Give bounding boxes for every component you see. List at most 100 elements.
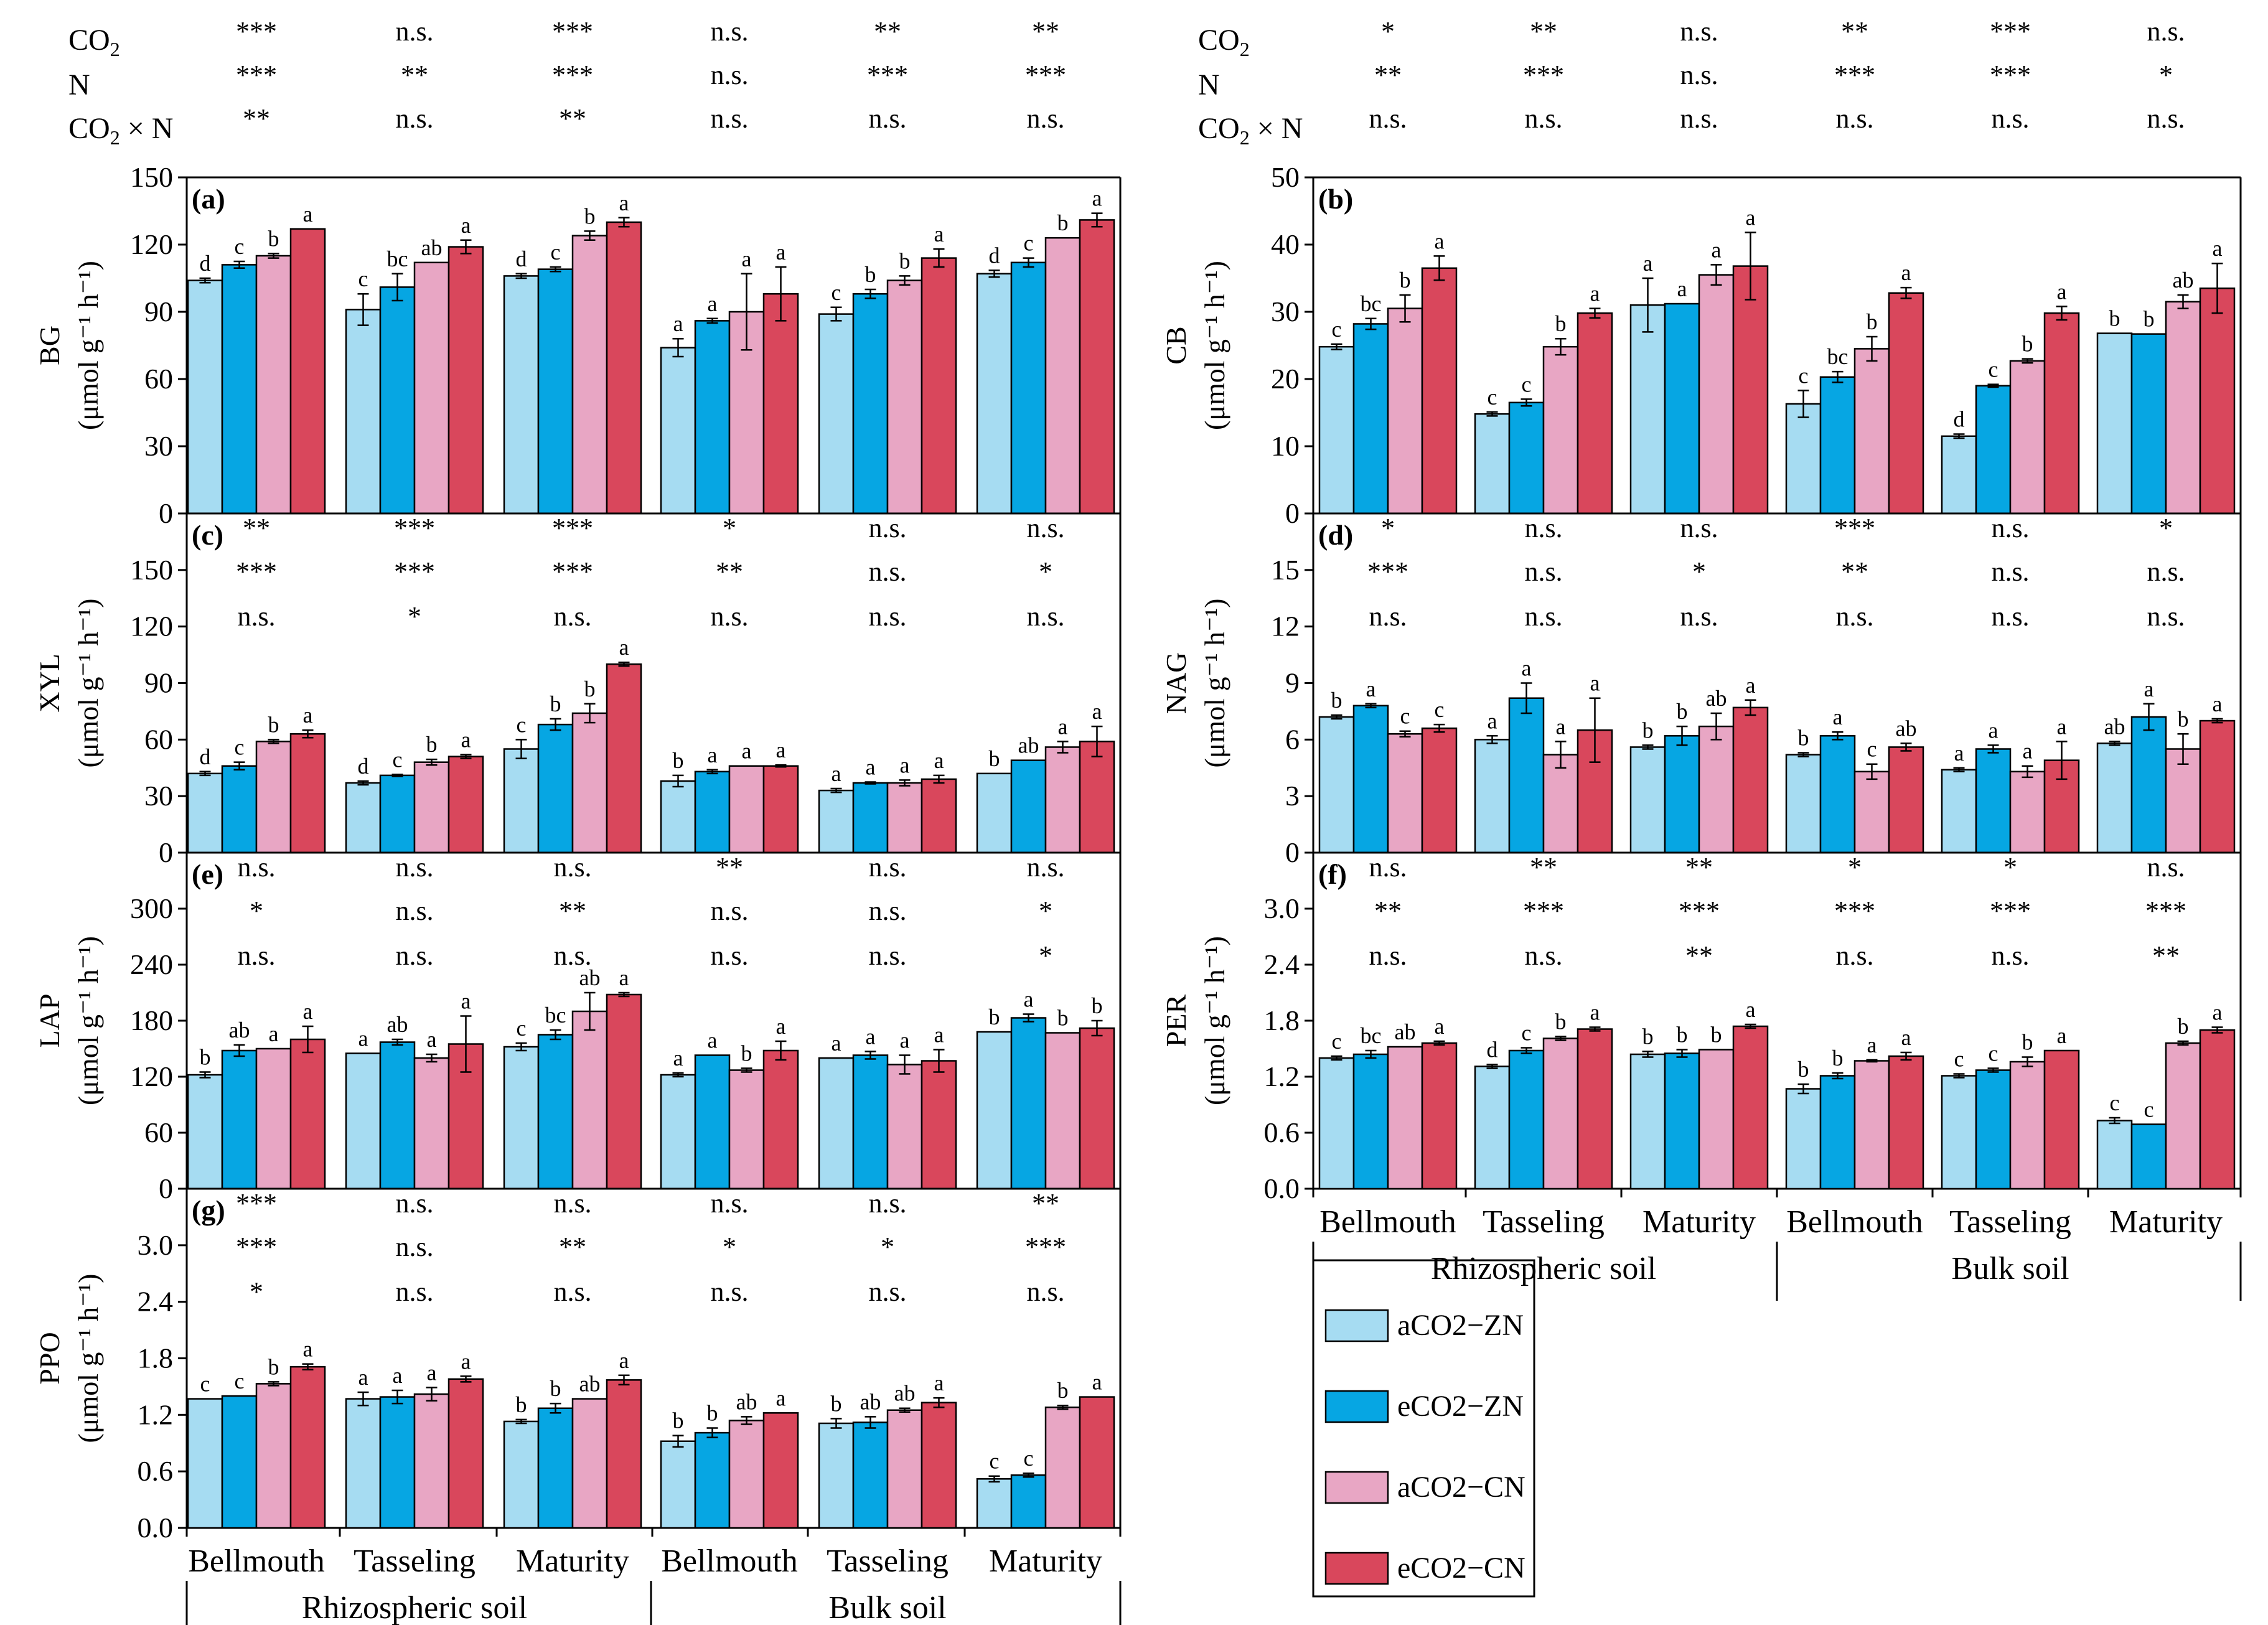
legend: aCO2−ZN eCO2−ZN aCO2−CN eCO2−CN — [1312, 1259, 1535, 1598]
bar-d-3-2 — [1732, 706, 1769, 854]
bar-b-0-1 — [1474, 413, 1511, 515]
bar-a-0-4 — [818, 313, 855, 515]
letter-b-1-1: c — [1522, 372, 1532, 396]
bar-f-2-3 — [1853, 1060, 1890, 1190]
bar-g-0-0 — [187, 1398, 223, 1529]
letter-c-3-4: a — [934, 748, 944, 773]
header-sig-right-0-5: n.s. — [2147, 16, 2185, 47]
letter-d-0-3: b — [1798, 726, 1809, 751]
bar-f-2-4 — [2009, 1061, 2046, 1190]
bar-c-0-5 — [976, 772, 1013, 854]
header-label-n-right: N — [1198, 68, 1220, 101]
sig-e-0-1: n.s. — [395, 852, 433, 883]
letter-b-2-4: b — [2022, 332, 2033, 357]
bar-b-1-1 — [1508, 401, 1545, 515]
bar-e-0-3 — [660, 1074, 696, 1190]
bar-a-1-2 — [537, 268, 574, 515]
header-sig-left-1-2: *** — [552, 60, 593, 90]
panel-g-yunit: (μmol g⁻¹ h⁻¹) — [72, 1273, 104, 1443]
panel-b-ytick-label: 10 — [1271, 430, 1300, 462]
letter-g-3-1: a — [461, 1349, 471, 1374]
panel-g-ytick-label: 1.8 — [138, 1342, 174, 1374]
letter-e-0-2: c — [517, 1016, 527, 1041]
panel-b-label: (b) — [1318, 183, 1353, 215]
bar-e-2-1 — [413, 1057, 450, 1190]
letter-f-1-0: bc — [1361, 1023, 1382, 1048]
letter-c-1-1: c — [393, 747, 403, 772]
panel-c-ytick-label: 30 — [144, 780, 173, 812]
xcat-right-1: Tasseling — [1483, 1204, 1605, 1240]
letter-b-0-5: b — [2109, 306, 2120, 331]
bar-c-1-5 — [1010, 759, 1047, 854]
letter-d-3-2: a — [1746, 673, 1756, 698]
panel-c-ytick-label: 60 — [144, 723, 173, 755]
header-sig-left-0-2: *** — [552, 16, 593, 47]
bar-c-2-0 — [255, 741, 292, 854]
bar-d-3-3 — [1888, 746, 1924, 854]
letter-d-1-3: a — [1833, 705, 1843, 729]
bar-b-2-4 — [2009, 360, 2046, 515]
letter-d-0-0: b — [1331, 688, 1343, 713]
header-label-co2-right: CO2 — [1198, 24, 1250, 60]
letter-a-1-2: c — [551, 240, 561, 265]
letter-g-1-3: b — [707, 1401, 718, 1426]
sig-c-2-3: n.s. — [710, 601, 748, 632]
sig-d-0-5: * — [2159, 513, 2173, 543]
bar-e-2-4 — [886, 1064, 923, 1190]
panel-d-ylabel: NAG — [1160, 652, 1192, 714]
sig-c-1-5: * — [1039, 556, 1052, 587]
panel-f-ytick-label: 1.8 — [1264, 1005, 1300, 1036]
panel-g: 0.0 0.6 1.2 1.8 2.4 3.0 PPO (μmol g⁻¹ h⁻¹) (g) c a… — [34, 1187, 1122, 1543]
xcat-right-2: Maturity — [1642, 1204, 1756, 1240]
legend-label-1: eCO2−ZN — [1397, 1390, 1524, 1423]
sig-g-1-3: * — [723, 1232, 736, 1262]
sig-f-0-2: ** — [1685, 852, 1713, 883]
letter-c-3-1: a — [461, 728, 471, 752]
letter-b-1-3: bc — [1827, 344, 1849, 369]
bar-g-1-0 — [221, 1395, 258, 1529]
letter-d-0-4: a — [1954, 741, 1964, 766]
letter-a-2-5: b — [1057, 210, 1069, 235]
bar-a-1-4 — [852, 293, 889, 515]
letter-d-0-2: b — [1642, 718, 1654, 742]
letter-f-1-5: c — [2144, 1097, 2154, 1122]
legend-label-2: aCO2−CN — [1397, 1471, 1525, 1504]
bar-c-1-1 — [379, 774, 416, 854]
bar-e-0-0 — [187, 1074, 223, 1190]
sig-f-0-4: * — [2003, 852, 2017, 883]
panel-e-ytick-label: 240 — [130, 948, 173, 980]
panel-c-ytick-label: 120 — [130, 611, 173, 642]
bar-a-0-5 — [976, 273, 1013, 515]
bar-d-1-2 — [1664, 735, 1700, 854]
bar-e-3-0 — [289, 1038, 326, 1190]
legend-label-3: eCO2−CN — [1397, 1552, 1525, 1585]
bar-b-3-4 — [2043, 312, 2080, 515]
panel-b-ytick-label: 20 — [1271, 363, 1300, 395]
bar-a-0-3 — [660, 347, 696, 515]
panel-b-ytick-label: 50 — [1271, 161, 1300, 193]
letter-b-2-1: b — [1555, 311, 1567, 336]
letter-e-2-2: ab — [579, 965, 601, 990]
letter-f-3-2: a — [1746, 997, 1756, 1022]
letter-e-2-3: b — [741, 1041, 752, 1066]
sig-g-1-0: *** — [236, 1232, 277, 1262]
sig-f-2-1: n.s. — [1524, 940, 1562, 971]
bar-f-0-3 — [1785, 1088, 1822, 1190]
bar-e-2-3 — [728, 1069, 765, 1190]
header-sig-right-0-2: n.s. — [1680, 16, 1718, 47]
bar-f-3-1 — [1577, 1028, 1613, 1190]
letter-d-3-5: a — [2213, 691, 2223, 716]
letter-a-3-1: a — [461, 213, 471, 238]
header-sig-left-2-5: n.s. — [1026, 103, 1064, 134]
letter-c-2-5: a — [1058, 714, 1068, 739]
bar-f-2-0 — [1387, 1046, 1423, 1190]
letter-d-3-1: a — [1590, 671, 1600, 696]
bar-g-0-1 — [345, 1398, 382, 1529]
bar-b-3-5 — [2199, 287, 2236, 515]
letter-c-0-1: d — [358, 754, 369, 779]
header-sig-left-0-5: ** — [1032, 16, 1059, 47]
bar-e-0-5 — [976, 1031, 1013, 1190]
